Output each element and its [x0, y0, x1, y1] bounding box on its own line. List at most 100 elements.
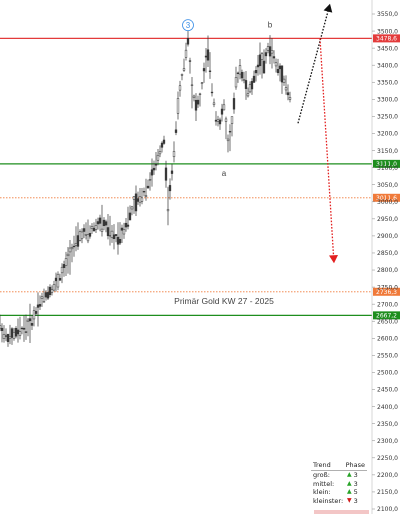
candle-body: [260, 53, 264, 60]
candle-body: [40, 296, 44, 299]
candle-body: [244, 80, 248, 89]
level-badge: [373, 34, 400, 43]
candle-body: [266, 46, 270, 51]
candle-body: [274, 62, 278, 67]
candle-body: [126, 224, 130, 227]
y-tick-label: 2100,0: [377, 506, 398, 513]
candle-body: [282, 78, 286, 83]
candle-body: [120, 227, 124, 231]
candle-body: [134, 193, 138, 212]
candle-body: [62, 264, 66, 268]
candle-body: [24, 331, 28, 333]
y-tick-label: 3100,0: [377, 165, 398, 172]
legend-phase-value: 3: [353, 496, 358, 505]
candle-body: [128, 212, 132, 221]
y-tick-label: 3000,0: [377, 199, 398, 206]
projection-line: [297, 11, 329, 124]
y-tick-label: 3300,0: [377, 97, 398, 104]
candle-body: [74, 243, 78, 246]
candle-body: [106, 227, 110, 237]
y-axis: 3550,0 3500,0 3450,0 3400,0 3350,0 3300,0 3250…: [371, 0, 398, 514]
candle-body: [38, 304, 42, 307]
y-tick-label: 2850,0: [377, 250, 398, 257]
candle-body: [230, 116, 234, 125]
candle-body: [88, 233, 92, 237]
level-badge: [373, 193, 400, 202]
candle-body: [96, 221, 100, 225]
candle-body: [156, 154, 160, 161]
candle-body: [204, 55, 208, 58]
y-tick-label: 3050,0: [377, 182, 398, 189]
candle-body: [114, 234, 118, 236]
candle-body: [80, 231, 84, 239]
candle-body: [146, 185, 150, 189]
legend-row-name: klein:: [313, 488, 331, 497]
candle-body: [0, 327, 4, 331]
candle-body: [50, 289, 54, 293]
candle-body: [210, 91, 214, 94]
chart-title: Primär Gold KW 27 - 2025: [174, 296, 274, 306]
candle-body: [64, 258, 68, 266]
candle-body: [60, 266, 64, 274]
candle-body: [18, 331, 22, 336]
candle-body: [150, 169, 154, 176]
candle-body: [108, 235, 112, 237]
candle-body: [226, 138, 230, 142]
legend-row-name: kleinster:: [313, 496, 344, 505]
level-badge: [373, 287, 400, 296]
candle-body: [214, 119, 218, 122]
candle-body: [278, 65, 282, 70]
legend-row: groß: ▲ 3: [311, 471, 367, 480]
y-tick-label: 3350,0: [377, 79, 398, 86]
candle-body: [172, 151, 176, 158]
y-tick-label: 2750,0: [377, 284, 398, 291]
candle-body: [92, 227, 96, 232]
candle-body: [162, 139, 166, 144]
candle-body: [194, 99, 198, 111]
candle-body: [110, 230, 114, 238]
candle-body: [138, 196, 142, 203]
legend-row: kleinster: ▼ 3: [311, 497, 367, 506]
candle-body: [34, 311, 38, 314]
level-label: 3011,6: [376, 195, 397, 202]
candle-body: [158, 151, 162, 155]
candle-body: [0, 325, 2, 329]
candle-body: [52, 283, 56, 291]
candle-body: [192, 95, 196, 98]
legend-row-name: groß:: [313, 471, 330, 479]
level-label: 3478,6: [376, 36, 397, 43]
wave-label: b: [268, 21, 273, 30]
candle-body: [198, 93, 202, 95]
candle-body: [256, 64, 260, 68]
legend-row: klein: ▲ 5: [311, 488, 367, 497]
level-lines: 3478,6 3111,0 3011,6 2736,3 2667,2: [0, 34, 400, 320]
candle-body: [164, 167, 168, 181]
candle-body: [10, 328, 14, 338]
candle-body: [228, 131, 232, 133]
level-badge: [373, 159, 400, 168]
legend-phase-value: 3: [353, 479, 358, 488]
y-tick-label: 2250,0: [377, 455, 398, 462]
projection-line: [319, 38, 335, 256]
legend-col-trend: Trend: [313, 461, 331, 469]
candle-body: [286, 92, 290, 96]
candle-body: [264, 52, 268, 57]
candle-body: [208, 70, 212, 72]
candle-body: [14, 328, 18, 337]
candle-body: [26, 319, 30, 322]
candle-body: [148, 179, 152, 181]
legend-row-phase: ▼ 3: [347, 497, 365, 506]
candle-body: [48, 286, 52, 295]
candle-body: [184, 49, 188, 58]
candle-body: [272, 56, 276, 59]
y-tick-label: 3450,0: [377, 45, 398, 52]
candle-body: [248, 84, 252, 93]
candle-body: [270, 50, 274, 54]
wave-circle: [182, 19, 194, 32]
candle-body: [104, 221, 108, 226]
candle-body: [136, 198, 140, 202]
candle-body: [250, 81, 254, 90]
candle-body: [238, 65, 242, 75]
candle-body: [176, 98, 180, 114]
